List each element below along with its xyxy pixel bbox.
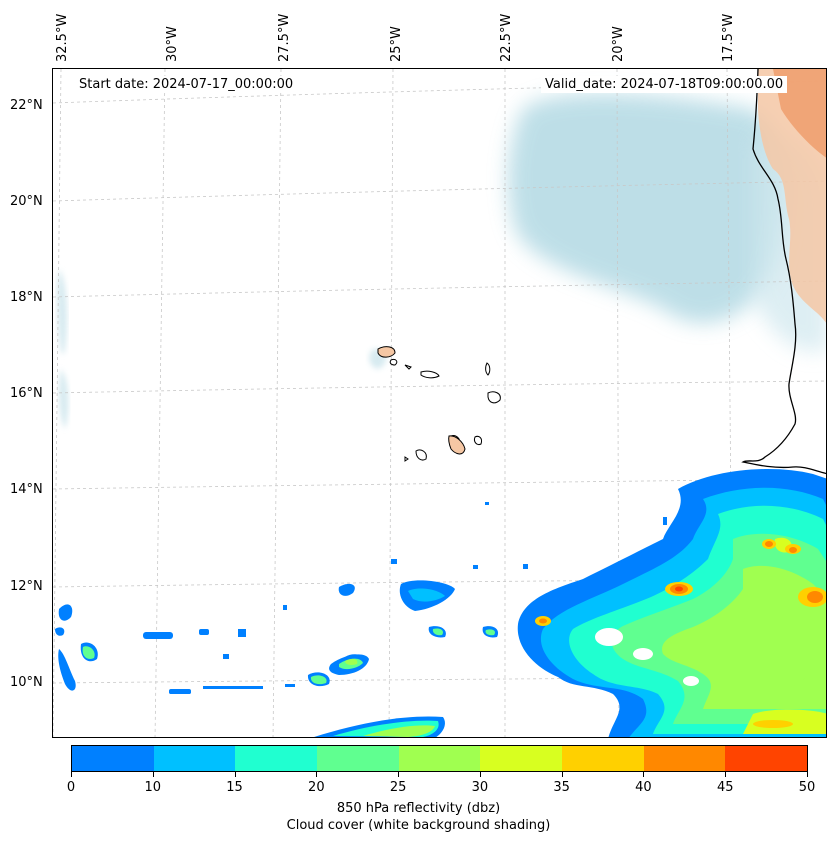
colorbar-tick <box>725 772 727 777</box>
lat-label-18n: 18°N <box>10 290 43 305</box>
colorbar-tick <box>643 772 645 777</box>
colorbar <box>71 745 808 772</box>
africa-coastline <box>741 69 826 475</box>
lon-label-22-5w: 22.5°W <box>499 13 514 62</box>
colorbar-label: 850 hPa reflectivity (dbz) <box>336 801 501 816</box>
valid-date-label: Valid_date: 2024-07-18T09:00:00.00 <box>541 76 788 93</box>
cloud-cover-shading <box>57 93 826 429</box>
colorbar-segment <box>153 746 236 771</box>
colorbar-segment <box>480 746 563 771</box>
colorbar-tick <box>561 772 563 777</box>
colorbar-tick <box>316 772 318 777</box>
colorbar-segment <box>725 746 808 771</box>
lat-label-14n: 14°N <box>10 482 43 497</box>
colorbar-tick-label: 25 <box>389 780 407 795</box>
lon-label-17-5w: 17.5°W <box>721 13 736 62</box>
lat-label-12n: 12°N <box>10 579 43 594</box>
lat-label-22n: 22°N <box>10 98 43 113</box>
map-canvas <box>53 69 826 737</box>
lon-label-32-5w: 32.5°W <box>55 13 70 62</box>
reflectivity-storm-complex <box>517 469 826 737</box>
lat-label-10n: 10°N <box>10 675 43 690</box>
colorbar-segment <box>562 746 644 771</box>
lat-label-16n: 16°N <box>10 386 43 401</box>
lon-label-27-5w: 27.5°W <box>277 13 292 62</box>
reflectivity-scattered-cells <box>55 502 667 737</box>
colorbar-tick-label: 20 <box>308 780 325 795</box>
colorbar-tick-label: 15 <box>226 780 243 795</box>
colorbar-tick <box>234 772 236 777</box>
colorbar-tick-label: 0 <box>66 780 76 795</box>
colorbar-segment <box>398 746 481 771</box>
colorbar-tick-label: 45 <box>716 780 734 795</box>
colorbar-tick <box>71 772 72 777</box>
colorbar-tick-label: 30 <box>471 780 489 795</box>
colorbar-tick <box>152 772 154 777</box>
cape-verde-islands <box>377 346 501 462</box>
colorbar-tick <box>398 772 400 777</box>
colorbar-tick-label: 50 <box>798 780 816 795</box>
colorbar-tick <box>807 772 808 777</box>
colorbar-segment <box>643 746 726 771</box>
colorbar-segment <box>317 746 399 771</box>
colorbar-sublabel: Cloud cover (white background shading) <box>286 818 551 833</box>
colorbar-tick <box>479 772 481 777</box>
lat-label-20n: 20°N <box>10 194 43 209</box>
map-panel <box>52 68 827 738</box>
colorbar-segment <box>72 746 154 771</box>
colorbar-tick-label: 35 <box>553 780 570 795</box>
colorbar-tick-label: 10 <box>144 780 162 795</box>
colorbar-tick-label: 40 <box>635 780 652 795</box>
lon-label-25w: 25°W <box>389 26 404 62</box>
colorbar-segment <box>235 746 318 771</box>
lon-label-30w: 30°W <box>165 26 180 62</box>
start-date-label: Start date: 2024-07-17_00:00:00 <box>75 76 298 93</box>
lon-label-20w: 20°W <box>611 26 626 62</box>
